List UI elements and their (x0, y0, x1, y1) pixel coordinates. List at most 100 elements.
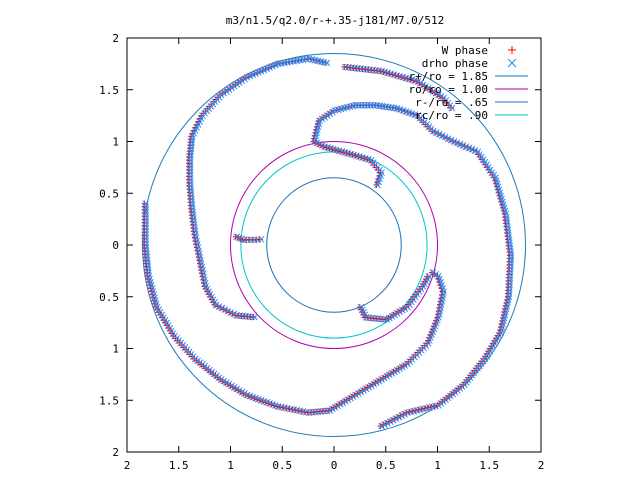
w-phase-point (437, 282, 444, 289)
w-phase-point (438, 285, 445, 292)
w-phase-point (292, 407, 299, 414)
drho-phase-point (186, 156, 194, 164)
w-phase-point (396, 106, 403, 113)
w-phase-point (433, 317, 440, 324)
w-phase-point (373, 181, 380, 188)
drho-phase-point (251, 313, 258, 321)
drho-phase-point (374, 181, 381, 189)
w-phase-point (494, 183, 501, 190)
drho-phase-point (188, 138, 195, 146)
w-phase-point (428, 328, 435, 335)
w-phase-point (401, 75, 408, 82)
y-tick-label: 2 (112, 32, 119, 45)
w-phase-point (377, 68, 384, 75)
drho-phase-point (186, 173, 194, 180)
drho-phase-point (186, 153, 194, 161)
w-phase-point (151, 297, 158, 304)
drho-phase-point (142, 216, 149, 223)
w-phase-point (399, 107, 406, 114)
w-phase-point (352, 152, 359, 159)
w-phase-point (392, 72, 399, 79)
circle-r- (266, 177, 402, 313)
w-phase-point (427, 331, 434, 338)
w-phase-point (148, 285, 155, 292)
drho-phase-point (367, 101, 374, 109)
w-phase-point (377, 169, 384, 176)
x-tick-label: 1 (434, 459, 441, 472)
drho-phase-point (142, 232, 149, 239)
w-phase-point (250, 314, 257, 321)
drho-phase-point (187, 147, 195, 155)
w-phase-point (277, 404, 284, 411)
drho-phase-point (187, 150, 194, 158)
legend-label: rc/ro = .90 (415, 109, 488, 122)
w-phase-point (268, 401, 275, 408)
drho-phase-point (186, 176, 194, 184)
w-phase-point (262, 399, 269, 406)
w-phase-point (412, 407, 419, 414)
w-phase-point (495, 189, 502, 196)
drho-phase-point (142, 225, 149, 233)
circle-ro (230, 141, 438, 349)
w-phase-point (380, 68, 387, 75)
w-phase-point (389, 71, 396, 78)
w-phase-point (386, 70, 393, 77)
w-phase-point (150, 294, 157, 301)
w-phase-point (415, 406, 422, 413)
w-phase-point (265, 400, 272, 407)
legend-label: r+/ro = 1.85 (409, 70, 488, 83)
w-phase-point (256, 236, 263, 243)
w-phase-point (398, 74, 405, 81)
w-phase-point (407, 76, 414, 83)
legend-label: r-/ro = .65 (415, 96, 488, 109)
w-phase-point (361, 155, 368, 162)
w-phase-point (500, 204, 507, 211)
drho-phase-point (188, 135, 196, 143)
w-phase-point (364, 156, 371, 163)
w-phase-point (375, 175, 382, 182)
drho-phase-point (186, 160, 194, 167)
drho-phase-point (370, 101, 377, 109)
y-tick-label: 1 (112, 136, 119, 149)
y-tick-label: 1 (112, 343, 119, 356)
w-phase-point (403, 409, 410, 416)
x-tick-label: 1 (227, 459, 234, 472)
w-phase-point (323, 144, 330, 151)
w-phase-point (335, 147, 342, 154)
w-phase-point (492, 177, 499, 184)
x-tick-label: 0.5 (272, 459, 292, 472)
drho-phase-point (257, 235, 265, 243)
w-phase-point (424, 340, 431, 347)
w-phase-point (436, 279, 443, 286)
drho-phase-point (142, 235, 149, 242)
w-phase-point (497, 195, 504, 202)
w-phase-point (431, 403, 438, 410)
w-phase-point (358, 154, 365, 161)
y-tick-label: 0.5 (99, 291, 119, 304)
w-phase-point (431, 323, 438, 330)
w-phase-point (346, 150, 353, 157)
drho-phase-point (425, 273, 433, 280)
w-phase-point (406, 408, 413, 415)
w-phase-point (376, 172, 383, 179)
w-phase-point (146, 279, 153, 286)
w-phase-point (147, 282, 154, 289)
w-phase-point (280, 404, 287, 411)
w-phase-point (355, 153, 362, 160)
drho-phase-point (142, 228, 149, 236)
w-phase-point (149, 291, 156, 298)
drho-phase-point (186, 163, 194, 171)
w-phase-point (145, 276, 152, 283)
drho-phase-point (142, 206, 149, 214)
w-phase-point (349, 151, 356, 158)
w-phase-point (274, 403, 281, 410)
w-phase-point (152, 300, 159, 307)
w-phase-point (326, 145, 333, 152)
w-phase-point (302, 409, 309, 416)
x-tick-label: 0.5 (376, 459, 396, 472)
w-phase-point (320, 143, 327, 150)
w-phase-point (425, 337, 432, 344)
drho-phase-point (361, 101, 368, 109)
w-phase-point (374, 178, 381, 185)
y-tick-label: 1.5 (99, 394, 119, 407)
